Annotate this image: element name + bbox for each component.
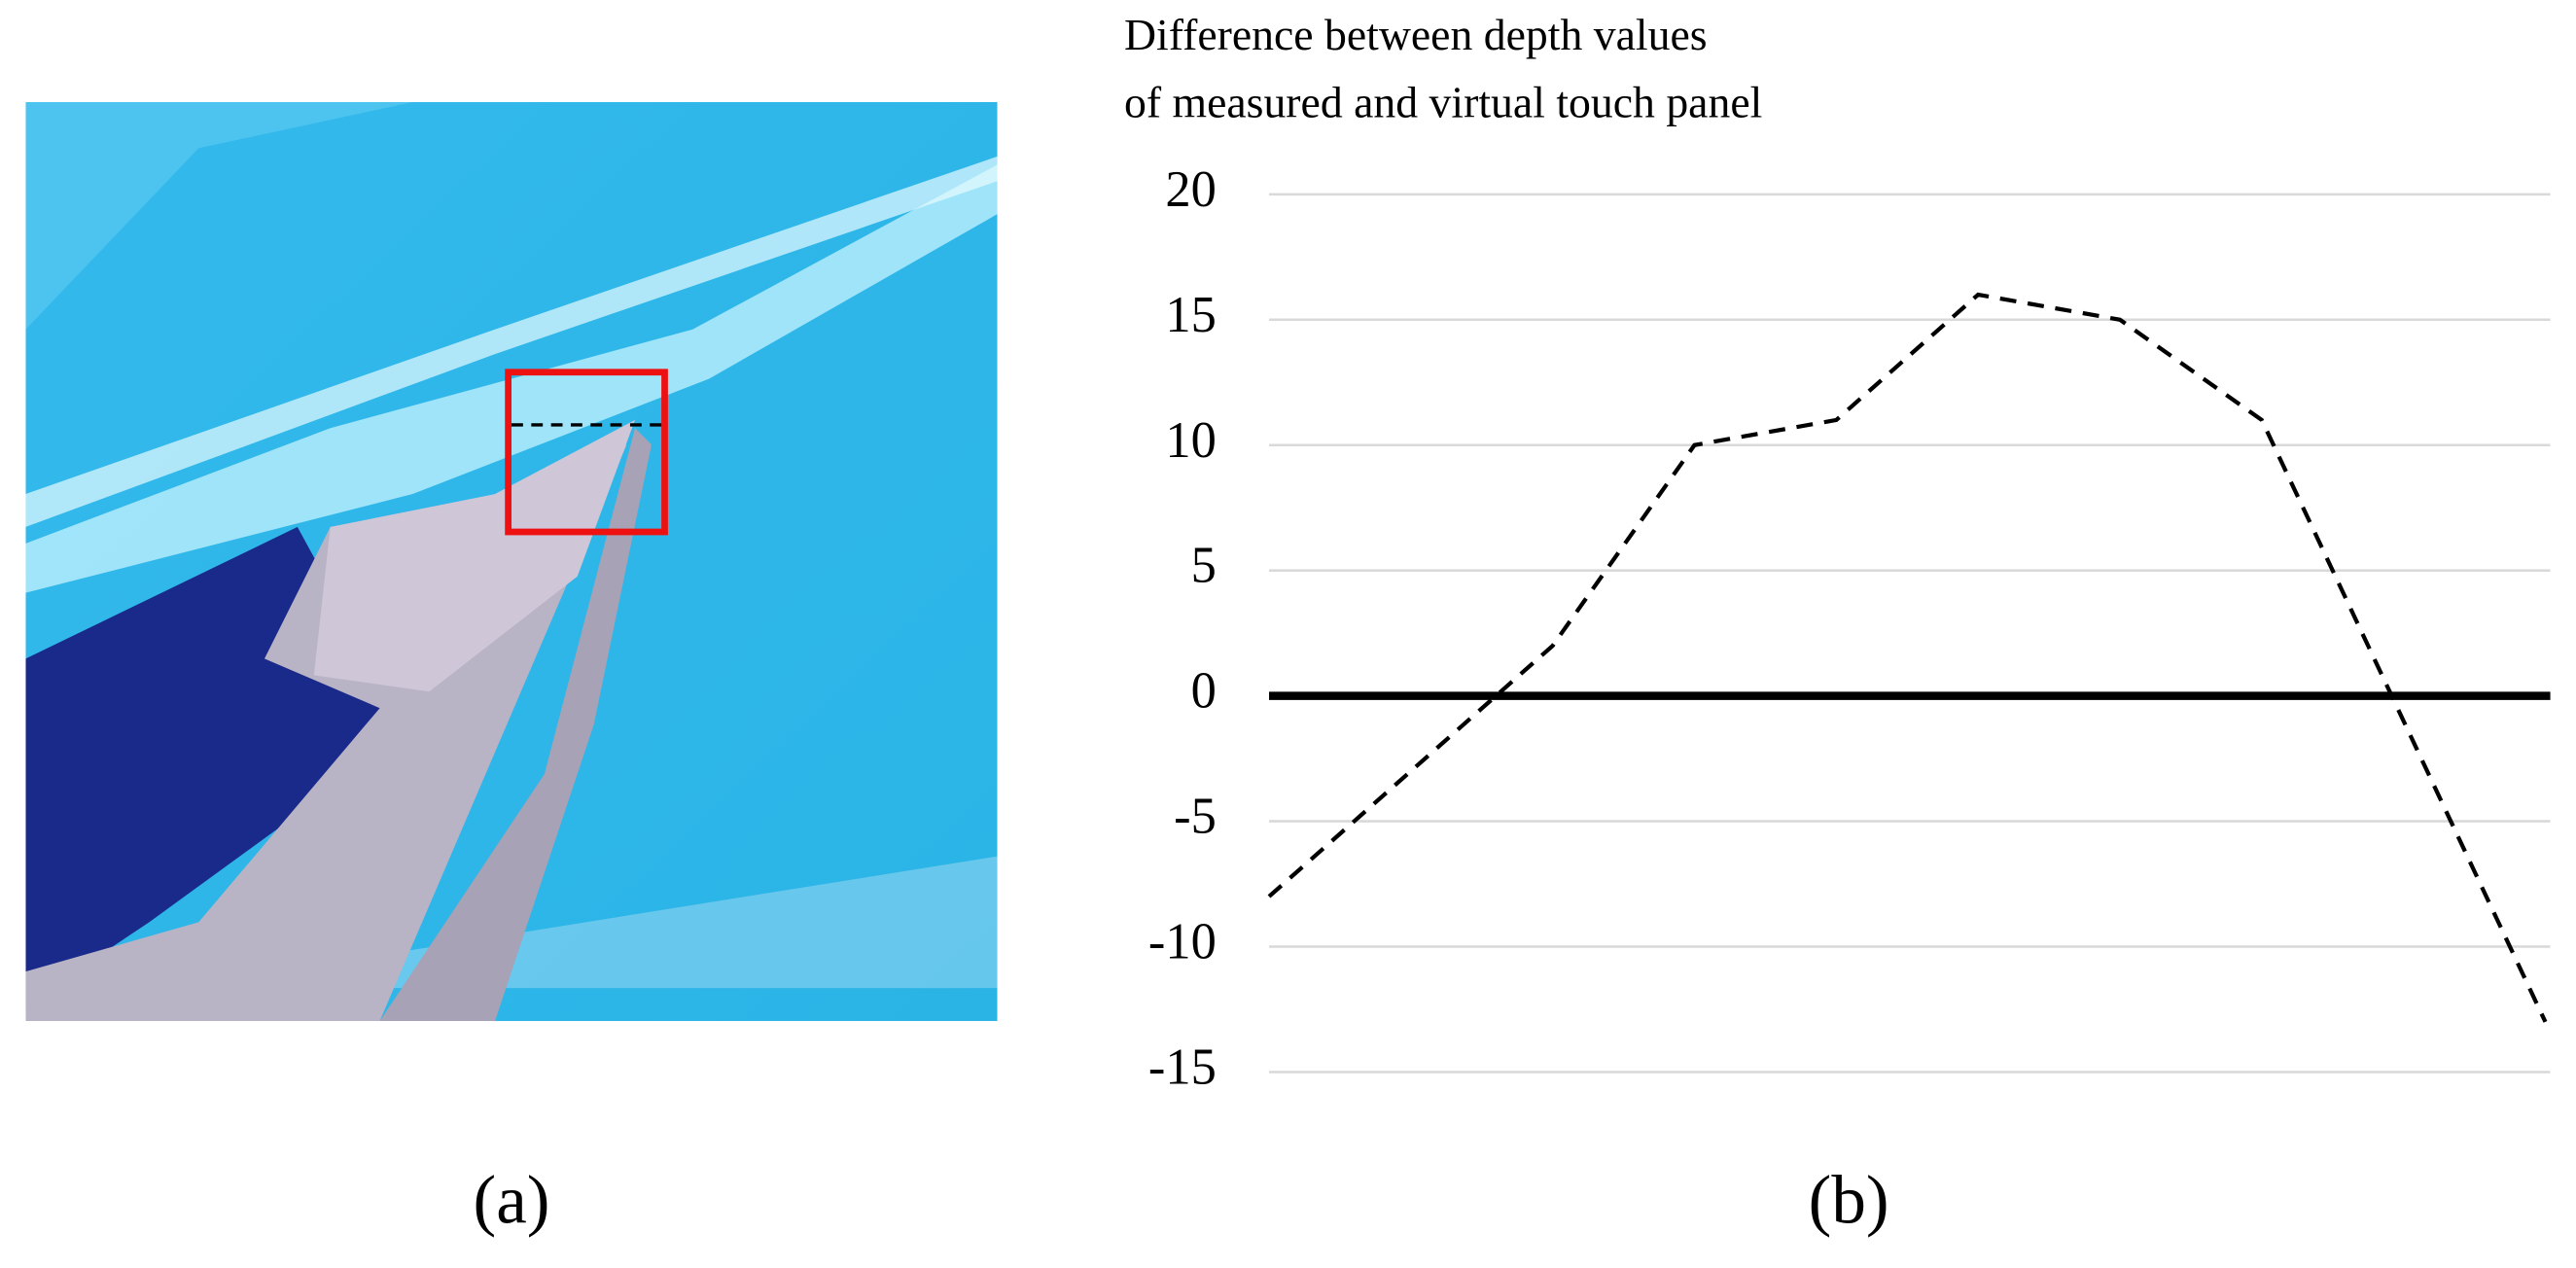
- chart-title: Difference between depth values: [1124, 10, 1708, 59]
- panel-label: (b): [1809, 1163, 1889, 1239]
- y-tick-label: 20: [1165, 161, 1216, 218]
- y-tick-label: 10: [1165, 412, 1216, 469]
- y-tick-label: 0: [1191, 663, 1217, 720]
- y-tick-label: 15: [1165, 287, 1216, 343]
- photo: [25, 101, 998, 1021]
- chart-title: of measured and virtual touch panel: [1124, 78, 1762, 127]
- y-tick-label: -5: [1174, 789, 1217, 845]
- y-tick-label: -15: [1148, 1039, 1217, 1096]
- y-tick-label: 5: [1191, 538, 1217, 594]
- y-tick-label: -10: [1148, 914, 1217, 970]
- highlight-box: [505, 369, 668, 536]
- panel-label: (a): [474, 1163, 550, 1239]
- data-line: [1267, 292, 2548, 1023]
